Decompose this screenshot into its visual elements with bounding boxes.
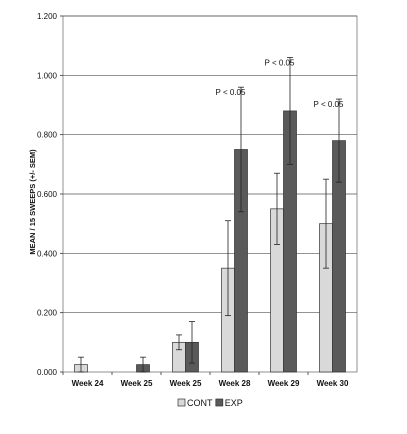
y-tick-label: 1.000 <box>37 71 58 80</box>
y-tick-label: 0.800 <box>37 131 58 140</box>
y-axis-label: MEAN / 15 SWEEPS (+/- SEM) <box>28 149 37 255</box>
legend-label-exp: EXP <box>225 398 243 408</box>
p-value-annotation: P < 0.05 <box>265 59 295 68</box>
legend: CONT EXP <box>177 398 243 408</box>
x-tick-label: Week 25 <box>121 379 153 388</box>
x-tick-label: Week 29 <box>268 379 300 388</box>
y-tick-label: 0.000 <box>37 368 58 377</box>
y-tick-label: 0.200 <box>37 309 58 318</box>
y-tick-label: 1.200 <box>37 12 58 21</box>
p-value-annotation: P < 0.05 <box>314 100 344 109</box>
x-tick-label: Week 24 <box>72 379 104 388</box>
x-tick-label: Week 28 <box>219 379 251 388</box>
x-tick-label: Week 25 <box>170 379 202 388</box>
x-tick-label: Week 30 <box>317 379 349 388</box>
p-value-annotation: P < 0.05 <box>216 88 246 97</box>
legend-swatch-cont <box>177 398 186 407</box>
legend-label-cont: CONT <box>187 398 213 408</box>
plot-area: 0.000 0.200 0.400 0.600 0.800 1.000 1.200 Week … <box>37 12 358 388</box>
y-tick-label: 0.600 <box>37 190 58 199</box>
legend-swatch-exp <box>215 398 224 407</box>
y-tick-label: 0.400 <box>37 249 58 258</box>
